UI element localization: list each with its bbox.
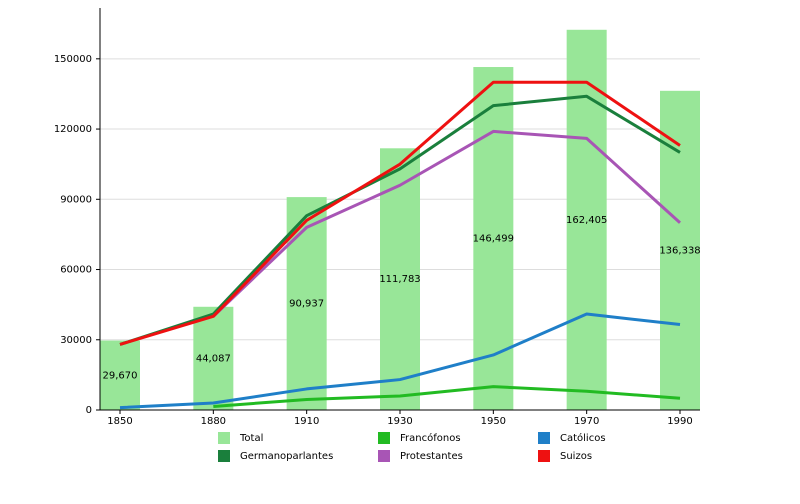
value-label: 146,499 xyxy=(473,234,514,245)
x-tick-label: 1990 xyxy=(667,416,692,427)
legend-swatch xyxy=(538,450,550,462)
line xyxy=(212,129,682,318)
bar xyxy=(193,306,234,410)
bar xyxy=(566,29,607,410)
line xyxy=(119,94,681,346)
value-label: 162,405 xyxy=(566,215,607,226)
legend-label: Protestantes xyxy=(400,451,463,462)
legend-label: Germanoparlantes xyxy=(240,451,333,462)
y-tick-label: 30000 xyxy=(60,335,92,346)
legend-swatch xyxy=(218,450,230,462)
y-tick-label: 90000 xyxy=(60,194,92,205)
legend-swatch xyxy=(378,450,390,462)
legend-swatch xyxy=(538,432,550,444)
value-label: 90,937 xyxy=(289,299,324,310)
value-label: 136,338 xyxy=(659,245,700,256)
legend-label: Católicos xyxy=(560,432,606,444)
value-label: 29,670 xyxy=(103,370,138,381)
legend-label: Total xyxy=(239,433,263,444)
legend-swatch xyxy=(218,432,230,444)
x-tick-label: 1930 xyxy=(387,416,412,427)
bar xyxy=(100,340,140,410)
x-tick-label: 1850 xyxy=(107,416,132,427)
y-tick-label: 150000 xyxy=(54,54,92,65)
legend-label: Francófonos xyxy=(400,432,461,444)
line xyxy=(119,80,681,346)
line xyxy=(213,385,681,408)
y-tick-label: 60000 xyxy=(60,265,92,276)
value-label: 111,783 xyxy=(379,274,420,285)
x-tick-label: 1970 xyxy=(574,416,599,427)
value-label: 44,087 xyxy=(196,353,231,364)
y-tick-label: 0 xyxy=(86,405,92,416)
x-tick-label: 1910 xyxy=(294,416,319,427)
x-tick-label: 1950 xyxy=(481,416,506,427)
legend-label: Suizos xyxy=(560,451,592,462)
line xyxy=(119,312,681,410)
x-tick-label: 1880 xyxy=(201,416,226,427)
bar xyxy=(473,67,514,410)
legend-swatch xyxy=(378,432,390,444)
y-tick-label: 120000 xyxy=(54,124,92,135)
